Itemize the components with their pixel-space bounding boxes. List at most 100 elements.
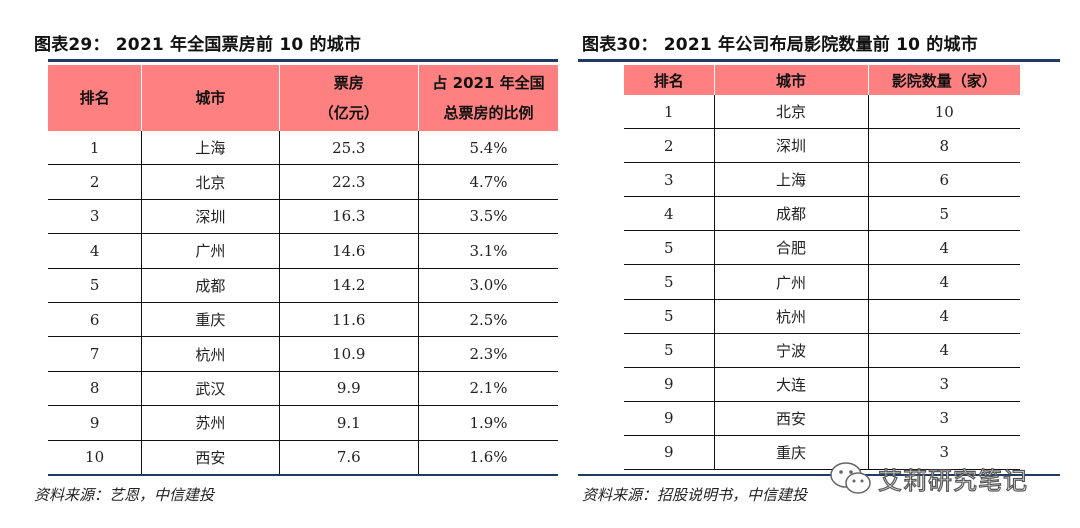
table-cell: 7.6 xyxy=(278,440,419,475)
column-header: 占 2021 年全国 总票房的比例 xyxy=(418,65,558,131)
watermark-text: 艾莉研究笔记 xyxy=(877,466,1028,495)
bottom-rule xyxy=(578,474,1060,476)
table-header-row: 排名 城市 票房 （亿元）占 2021 年全国 总票房的比例 xyxy=(48,65,558,131)
table-row: 1 上海 25.3 5.4% xyxy=(48,131,558,166)
table-cell: 8 xyxy=(48,371,142,407)
table-row: 2 深圳 8 xyxy=(624,128,1020,164)
table-cell: 4 xyxy=(867,299,1020,334)
column-header: 排名 xyxy=(624,65,714,95)
table-cell: 3 xyxy=(48,199,142,235)
table-row: 5 杭州 4 xyxy=(624,299,1020,334)
table-row: 4 广州 14.6 3.1% xyxy=(48,233,558,269)
table-cell: 16.3 xyxy=(278,199,419,235)
table-cell: 9.1 xyxy=(278,405,419,441)
table-cell: 深圳 xyxy=(713,128,868,164)
table-cell: 3 xyxy=(867,401,1020,436)
table-row: 8 武汉 9.9 2.1% xyxy=(48,371,558,407)
table-cell: 5 xyxy=(624,264,714,300)
table-cell: 9.9 xyxy=(278,371,419,407)
table-cell: 西安 xyxy=(141,440,280,475)
table-cell: 6 xyxy=(48,302,142,338)
table-row: 9 西安 3 xyxy=(624,401,1020,436)
table-cell: 成都 xyxy=(141,268,280,303)
column-header: 城市 xyxy=(713,65,868,95)
figure-title: 图表30： 2021 年公司布局影院数量前 10 的城市 xyxy=(582,35,978,55)
table-cell: 杭州 xyxy=(713,299,868,334)
table-row: 3 上海 6 xyxy=(624,162,1020,198)
table-row: 1 北京 10 xyxy=(624,95,1020,130)
table-cell: 4 xyxy=(867,230,1020,266)
table-cell: 4 xyxy=(867,264,1020,300)
table-cell: 8 xyxy=(867,128,1020,164)
table-cell: 3 xyxy=(624,162,714,198)
table-row: 7 杭州 10.9 2.3% xyxy=(48,336,558,372)
table-row: 2 北京 22.3 4.7% xyxy=(48,164,558,200)
table-row: 5 合肥 4 xyxy=(624,230,1020,266)
table-cell: 25.3 xyxy=(278,131,419,166)
table-cell: 重庆 xyxy=(141,302,280,338)
table-cell: 1.9% xyxy=(418,405,558,441)
table-cell: 5 xyxy=(624,333,714,368)
table-cell: 杭州 xyxy=(141,336,280,372)
column-header: 排名 xyxy=(48,65,142,131)
table-cell: 3.0% xyxy=(418,268,558,303)
table-cell: 9 xyxy=(624,367,714,402)
table-cell: 5 xyxy=(867,196,1020,232)
title-rule xyxy=(48,59,558,62)
table-row: 10 西安 7.6 1.6% xyxy=(48,440,558,475)
source-note: 资料来源：艺恩，中信建投 xyxy=(34,486,215,504)
table-cell: 1 xyxy=(48,131,142,166)
table-cell: 6 xyxy=(867,162,1020,198)
table-cell: 4.7% xyxy=(418,164,558,200)
table-cell: 西安 xyxy=(713,401,868,436)
table-row: 5 成都 14.2 3.0% xyxy=(48,268,558,303)
table-cell: 宁波 xyxy=(713,333,868,368)
table-cell: 5 xyxy=(624,299,714,334)
table-cell: 5 xyxy=(624,230,714,266)
table-cell: 上海 xyxy=(713,162,868,198)
table-cell: 22.3 xyxy=(278,164,419,200)
figure-title: 图表29： 2021 年全国票房前 10 的城市 xyxy=(34,35,362,55)
table-cell: 10 xyxy=(48,440,142,475)
wechat-icon xyxy=(830,462,871,494)
table-cell: 14.6 xyxy=(278,233,419,269)
column-header: 影院数量（家） xyxy=(867,65,1020,95)
table-cell: 武汉 xyxy=(141,371,280,407)
table-cell: 14.2 xyxy=(278,268,419,303)
column-header: 城市 xyxy=(141,65,280,131)
cinema-count-table: 排名 城市 影院数量（家） 1 北京 10 2 深圳 8 3 上海 6 4 成都 5 5 合肥 4 5 广州 4 5 杭州… xyxy=(624,65,1020,471)
table-header-row: 排名 城市 影院数量（家） xyxy=(624,65,1020,95)
title-rule xyxy=(578,59,1060,62)
table-row: 9 苏州 9.1 1.9% xyxy=(48,405,558,441)
table-cell: 合肥 xyxy=(713,230,868,266)
table-cell: 7 xyxy=(48,336,142,372)
table-cell: 3.5% xyxy=(418,199,558,235)
table-row: 9 大连 3 xyxy=(624,367,1020,402)
table-cell: 9 xyxy=(48,405,142,441)
table-row: 3 深圳 16.3 3.5% xyxy=(48,199,558,235)
table-cell: 4 xyxy=(624,196,714,232)
table-cell: 2 xyxy=(48,164,142,200)
table-cell: 2 xyxy=(624,128,714,164)
table-cell: 1.6% xyxy=(418,440,558,475)
table-cell: 上海 xyxy=(141,131,280,166)
table-cell: 成都 xyxy=(713,196,868,232)
table-cell: 广州 xyxy=(141,233,280,269)
table-cell: 11.6 xyxy=(278,302,419,338)
table-cell: 3 xyxy=(867,435,1020,471)
table-cell: 北京 xyxy=(141,164,280,200)
table-cell: 2.1% xyxy=(418,371,558,407)
source-note: 资料来源：招股说明书，中信建投 xyxy=(582,486,808,504)
table-cell: 3.1% xyxy=(418,233,558,269)
table-cell: 4 xyxy=(867,333,1020,368)
table-cell: 5 xyxy=(48,268,142,303)
column-header: 票房 （亿元） xyxy=(278,65,419,131)
table-cell: 10.9 xyxy=(278,336,419,372)
table-row: 5 广州 4 xyxy=(624,264,1020,300)
bottom-rule xyxy=(48,474,558,476)
table-cell: 9 xyxy=(624,401,714,436)
watermark: 艾莉研究笔记 xyxy=(828,458,1058,498)
box-office-table: 排名 城市 票房 （亿元）占 2021 年全国 总票房的比例 1 上海 25.3 5.4%… xyxy=(48,65,558,475)
table-cell: 1 xyxy=(624,95,714,130)
table-row: 4 成都 5 xyxy=(624,196,1020,232)
